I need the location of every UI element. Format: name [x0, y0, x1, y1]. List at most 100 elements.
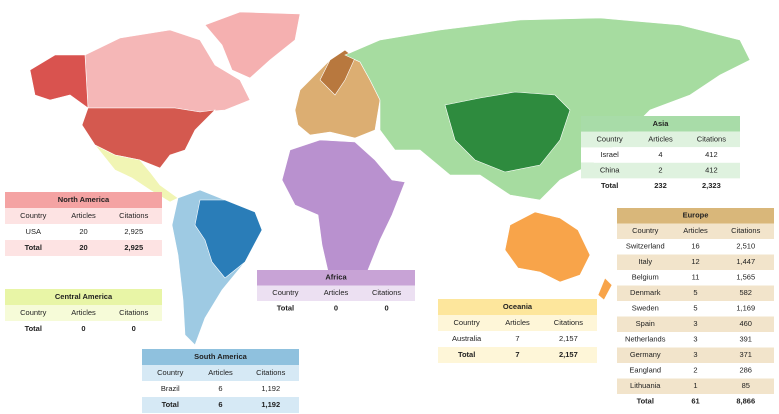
greenland — [204, 11, 301, 79]
region-title: South America — [194, 352, 247, 361]
column-header-cell: Citations — [119, 211, 148, 220]
table-row-cell: 2,510 — [736, 242, 755, 251]
table-row-bg — [617, 363, 774, 379]
table-row-cell: Netherlands — [625, 335, 666, 344]
column-header-cell: Articles — [505, 318, 530, 327]
world-map — [29, 11, 751, 346]
column-header-cell: Citations — [119, 308, 148, 317]
table-row-bg — [581, 147, 740, 163]
column-header-cell: Country — [596, 134, 623, 143]
column-header-cell: Citations — [256, 368, 285, 377]
table-row-bg — [617, 285, 774, 301]
australia — [504, 211, 591, 283]
total-row-cell: 2,157 — [559, 350, 578, 359]
column-header-cell: Articles — [71, 211, 96, 220]
table-row-cell: 20 — [79, 227, 87, 236]
column-header-bg — [142, 365, 299, 381]
table-row-cell: 3 — [693, 319, 697, 328]
total-row-cell: 0 — [132, 324, 136, 333]
region-header — [5, 192, 162, 208]
table-row-bg — [581, 162, 740, 179]
usa — [81, 107, 216, 169]
table-row-cell: Germany — [630, 350, 661, 359]
table-row-cell: Belgium — [632, 273, 659, 282]
table-row-cell: 412 — [705, 166, 718, 175]
table-row-cell: Italy — [638, 257, 652, 266]
column-header-cell: Citations — [554, 318, 583, 327]
total-row-bg — [617, 394, 774, 410]
table-row-cell: Spain — [636, 319, 655, 328]
table-row-bg — [5, 224, 162, 240]
total-row-cell: 2,323 — [702, 181, 721, 190]
column-header-bg — [617, 223, 774, 239]
total-row-cell: 61 — [691, 397, 699, 406]
table-row-cell: 1 — [693, 381, 697, 390]
table-row-cell: 3 — [693, 350, 697, 359]
table-row-bg — [617, 347, 774, 363]
table-row-cell: 5 — [693, 304, 697, 313]
region-title: Oceania — [503, 302, 533, 311]
column-header-cell: Country — [157, 368, 184, 377]
table-row-cell: Sweden — [632, 304, 659, 313]
table-row-cell: 5 — [693, 288, 697, 297]
table-row-bg — [617, 301, 774, 317]
table-row-cell: 6 — [218, 384, 222, 393]
table-row-bg — [617, 254, 774, 270]
total-row-bg — [142, 397, 299, 413]
column-header-cell: Articles — [324, 288, 349, 297]
table-row-bg — [617, 316, 774, 332]
total-row-cell: Total — [25, 324, 42, 333]
table-row-cell: 1,169 — [736, 304, 755, 313]
total-row-bg — [5, 321, 162, 337]
total-row-cell: 0 — [334, 304, 338, 313]
table-row-cell: 391 — [739, 335, 752, 344]
table-row-cell: Lithuania — [630, 381, 661, 390]
column-header-cell: Country — [632, 226, 659, 235]
column-header-cell: Articles — [683, 226, 708, 235]
total-row-cell: 2,925 — [124, 243, 143, 252]
region-title: Asia — [653, 119, 670, 128]
total-row-cell: Total — [637, 397, 654, 406]
total-row-bg — [257, 301, 415, 317]
region-title: Africa — [325, 273, 347, 282]
table-row-cell: Eangland — [629, 366, 661, 375]
total-row-cell: 232 — [654, 181, 667, 190]
region-title: Central America — [55, 292, 113, 301]
table-row-cell: 286 — [739, 366, 752, 375]
table-row-cell: 4 — [658, 150, 662, 159]
table-row-cell: USA — [26, 227, 41, 236]
column-header-cell: Country — [453, 318, 480, 327]
column-header-cell: Country — [20, 211, 47, 220]
table-row-cell: Brazil — [161, 384, 180, 393]
table-row-cell: 85 — [742, 381, 750, 390]
table-row-cell: 11 — [692, 273, 700, 282]
total-row-cell: 7 — [515, 350, 519, 359]
total-row-cell: Total — [25, 243, 42, 252]
table-row-bg — [617, 270, 774, 286]
table-row-cell: 7 — [515, 334, 519, 343]
alaska — [29, 54, 89, 109]
region-header — [257, 270, 415, 286]
table-row-cell: China — [600, 166, 620, 175]
table-row-cell: 1,192 — [261, 384, 280, 393]
column-header-cell: Citations — [731, 226, 760, 235]
brazil — [194, 199, 263, 279]
table-row-cell: 16 — [691, 242, 699, 251]
column-header-cell: Citations — [372, 288, 401, 297]
column-header-cell: Country — [272, 288, 299, 297]
china — [444, 91, 571, 173]
table-row-cell: 12 — [691, 257, 699, 266]
column-header-cell: Articles — [648, 134, 673, 143]
table-row-cell: 2,157 — [559, 334, 578, 343]
total-row-cell: 8,866 — [736, 397, 755, 406]
total-row-cell: Total — [162, 400, 179, 409]
column-header-bg — [5, 305, 162, 321]
region-title: North America — [58, 195, 110, 204]
table-row-cell: 460 — [739, 319, 752, 328]
column-header-cell: Articles — [208, 368, 233, 377]
column-header-bg — [438, 315, 597, 331]
total-row-cell: 6 — [218, 400, 222, 409]
column-header-bg — [257, 285, 415, 301]
table-row-bg — [617, 239, 774, 255]
total-row-cell: Total — [601, 181, 618, 190]
